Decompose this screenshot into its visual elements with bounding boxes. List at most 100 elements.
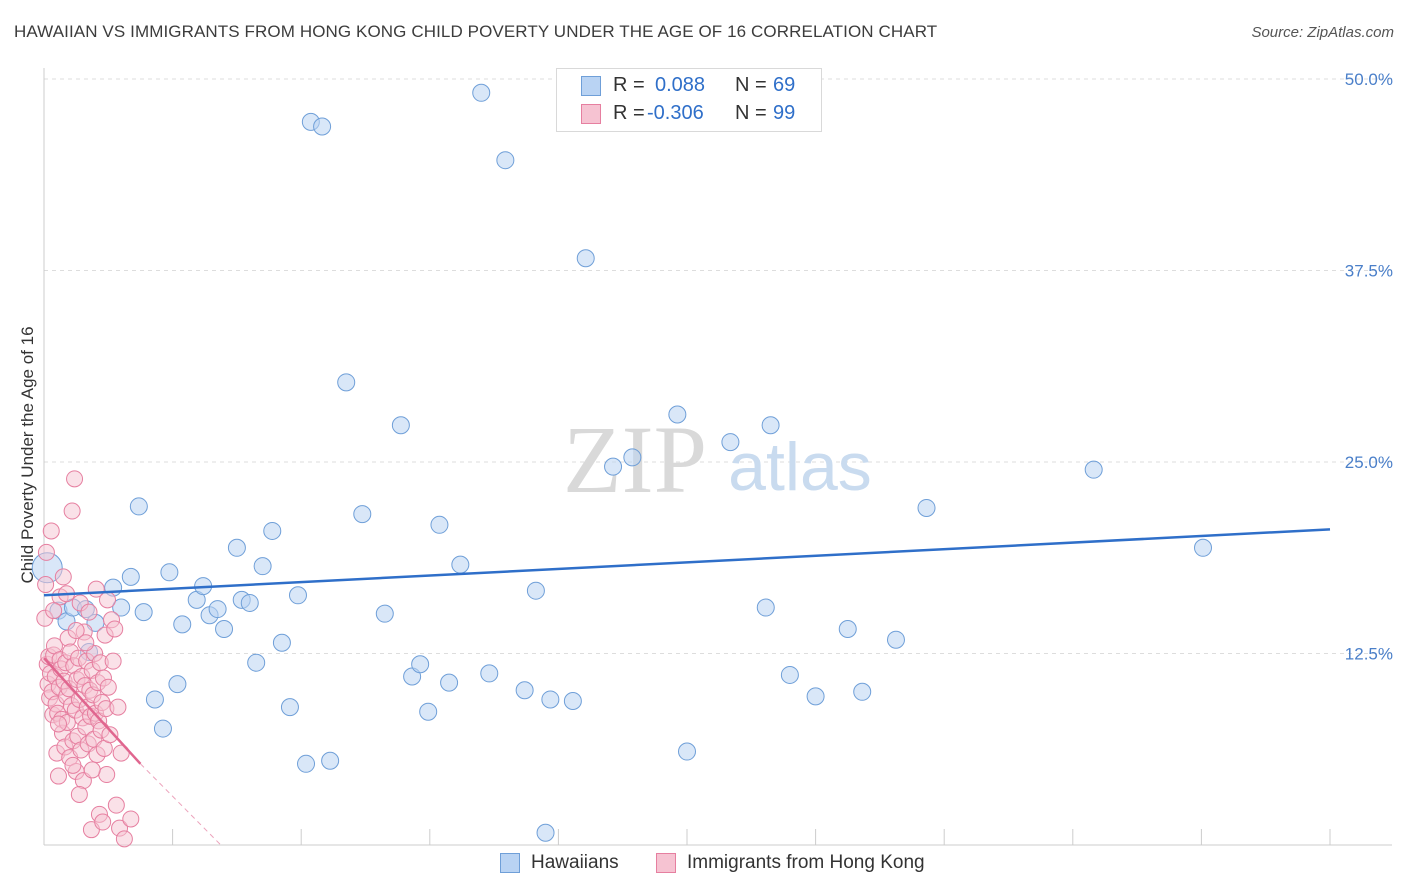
- hawaiians-point: [297, 754, 316, 773]
- hawaiians-point: [321, 751, 340, 770]
- y-tick-label: 37.5%: [1345, 262, 1393, 281]
- hawaiians-point: [604, 457, 623, 476]
- hawaiians-point: [780, 665, 799, 684]
- hawaiians-point: [153, 719, 172, 738]
- hong-kong-point: [80, 603, 98, 621]
- hong-kong-legend-label: Immigrants from Hong Kong: [687, 852, 925, 873]
- hawaiians-point: [756, 598, 775, 617]
- r-value: -0.306: [647, 102, 704, 124]
- hawaiians-point: [480, 664, 499, 683]
- hong-kong-point: [42, 522, 60, 540]
- hong-kong-point: [63, 502, 81, 520]
- y-tick-label: 25.0%: [1345, 453, 1393, 472]
- hawaiians-legend-swatch: [500, 853, 520, 873]
- hong-kong-point: [115, 830, 133, 848]
- r-label: R =: [613, 74, 645, 96]
- series-legend: Hawaiians Immigrants from Hong Kong: [0, 850, 1406, 878]
- hawaiians-point: [173, 615, 192, 634]
- hawaiians-point: [853, 682, 872, 701]
- hawaiians-point: [215, 619, 234, 638]
- source-label: Source: ZipAtlas.com: [1251, 24, 1394, 41]
- hong-kong-point: [122, 810, 140, 828]
- hawaiians-point: [668, 405, 687, 424]
- axes: [43, 68, 1392, 846]
- n-label: N =: [735, 102, 767, 124]
- gridlines: [44, 78, 1392, 654]
- hong-kong-point: [37, 543, 55, 561]
- hong-kong-point: [64, 756, 82, 774]
- hawaiians-point: [541, 690, 560, 709]
- hong-kong-point: [54, 568, 72, 586]
- hawaiians-point: [375, 604, 394, 623]
- hawaiians-legend-label: Hawaiians: [531, 852, 619, 873]
- n-value: 69: [773, 74, 796, 96]
- hawaiians-point: [563, 691, 582, 710]
- hawaiians-point: [353, 505, 372, 524]
- hawaiians-point: [253, 557, 272, 576]
- hong-kong-point: [83, 761, 101, 779]
- hong-kong-point: [99, 678, 117, 696]
- hong-kong-point: [98, 766, 116, 784]
- hong-kong-point: [45, 602, 63, 620]
- hawaiians-point: [536, 823, 555, 842]
- hong-kong-trend-extension: [140, 763, 222, 846]
- hawaiians-point: [761, 416, 780, 435]
- tick-labels: 12.5%25.0%37.5%50.0%0.0%80.0%: [1345, 70, 1393, 664]
- hawaiians-point: [1194, 538, 1213, 557]
- n-label: N =: [735, 74, 767, 96]
- hong-kong-point: [37, 576, 55, 594]
- hong-kong-point: [70, 785, 88, 803]
- hawaiians-point: [263, 521, 282, 540]
- r-value: 0.088: [655, 74, 706, 96]
- hawaiians-point: [721, 433, 740, 452]
- hong-kong-trend-line: [43, 657, 142, 765]
- hawaiians-point: [917, 498, 936, 517]
- hawaiians-point: [391, 416, 410, 435]
- hong-kong-point: [107, 796, 125, 814]
- hawaiians-point: [247, 653, 266, 672]
- trend-lines: [43, 528, 1331, 846]
- hawaiians-point: [623, 448, 642, 467]
- hawaiians-point: [168, 675, 187, 694]
- y-tick-label: 50.0%: [1345, 70, 1393, 89]
- hawaiians-swatch: [581, 76, 601, 96]
- hawaiians-point: [678, 742, 696, 761]
- hawaiians-point: [313, 117, 332, 136]
- hawaiians-point: [451, 555, 470, 574]
- hawaiians-point: [838, 619, 857, 638]
- hawaiians-point: [1084, 460, 1103, 479]
- hong-kong-point: [77, 634, 95, 652]
- hawaiians-point: [272, 633, 291, 652]
- r-label: R =: [613, 102, 645, 124]
- hawaiians-point: [806, 687, 825, 706]
- hong-kong-point: [101, 726, 119, 744]
- watermark-atlas: atlas: [728, 429, 872, 505]
- hawaiians-points: [31, 83, 1213, 842]
- hong-kong-point: [98, 591, 116, 609]
- hawaiians-point: [112, 598, 131, 617]
- hong-kong-point: [106, 620, 124, 638]
- hong-kong-point: [66, 470, 84, 488]
- stats-legend: R = 0.088 N = 69 R = -0.306 N = 99: [556, 68, 822, 132]
- hawaiians-point: [430, 515, 449, 534]
- hawaiians-point: [337, 373, 356, 392]
- hawaiians-point: [134, 603, 153, 622]
- scatter-plot: ZIP atlas 12.5%25.0%37.5%50.0%0.0%80.0%: [31, 68, 1393, 848]
- hawaiians-point: [160, 563, 179, 582]
- chart-title: HAWAIIAN VS IMMIGRANTS FROM HONG KONG CH…: [14, 22, 938, 41]
- hong-kong-legend-swatch: [656, 853, 676, 873]
- hawaiians-point: [227, 538, 246, 557]
- hawaiians-point: [280, 698, 299, 717]
- y-tick-label: 12.5%: [1345, 645, 1393, 664]
- hawaiians-point: [886, 630, 905, 649]
- hawaiians-point: [411, 655, 430, 674]
- hong-kong-point: [49, 767, 67, 785]
- hong-kong-point: [49, 715, 67, 733]
- hawaiians-point: [208, 600, 227, 619]
- hawaiians-point: [419, 702, 438, 721]
- hong-kong-point: [94, 813, 112, 831]
- hong-kong-point: [67, 622, 85, 640]
- n-value: 99: [773, 102, 796, 124]
- hawaiians-point: [129, 497, 148, 516]
- hawaiians-point: [440, 673, 459, 692]
